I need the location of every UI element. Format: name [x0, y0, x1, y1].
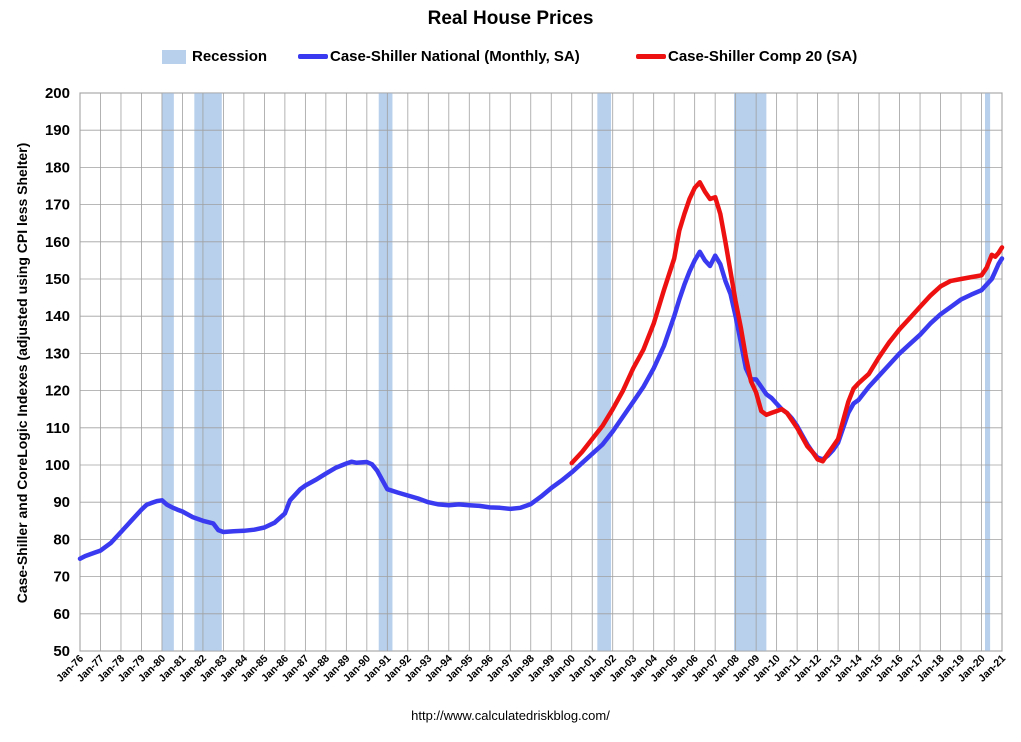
x-axis-ticks: Jan-76Jan-77Jan-78Jan-79Jan-80Jan-81Jan-… — [54, 653, 1008, 685]
series-line-comp20 — [569, 180, 1005, 466]
plot-area — [79, 92, 1003, 652]
recession-band — [984, 93, 991, 651]
y-tick-label: 190 — [45, 122, 70, 139]
y-tick-label: 70 — [53, 569, 70, 586]
y-tick-label: 90 — [53, 494, 70, 511]
legend-label-recession: Recession — [192, 48, 268, 65]
legend-item-recession: Recession — [162, 48, 267, 65]
y-axis-ticks: 50 60 70 80 90 100 110 120 130 140 150 160 170 180 190… — [45, 85, 70, 660]
series-lines — [77, 180, 1005, 561]
legend-item-comp20: Case-Shiller Comp 20 (SA) — [636, 48, 857, 65]
y-tick-label: 150 — [45, 271, 70, 288]
y-tick-label: 130 — [45, 345, 70, 362]
legend-swatch-recession — [162, 49, 186, 64]
y-axis-label: Case-Shiller and CoreLogic Indexes (adju… — [14, 142, 30, 604]
legend-label-comp20: Case-Shiller Comp 20 (SA) — [668, 48, 858, 65]
gridlines — [79, 92, 1003, 652]
y-tick-label: 200 — [45, 85, 70, 102]
y-tick-label: 80 — [53, 531, 70, 548]
legend-label-national: Case-Shiller National (Monthly, SA) — [330, 48, 580, 65]
recession-band — [597, 93, 612, 651]
legend-item-national: Case-Shiller National (Monthly, SA) — [298, 48, 580, 65]
y-tick-label: 60 — [53, 606, 70, 623]
recession-band — [378, 93, 393, 651]
y-tick-label: 180 — [45, 159, 70, 176]
chart-title: Real House Prices — [427, 8, 594, 29]
y-tick-label: 120 — [45, 383, 70, 400]
recession-band — [161, 93, 174, 651]
y-tick-label: 170 — [45, 197, 70, 214]
legend-swatch-national — [298, 54, 328, 59]
legend-swatch-comp20 — [636, 54, 666, 59]
y-tick-label: 160 — [45, 234, 70, 251]
legend: Recession Case-Shiller National (Monthly… — [0, 48, 1021, 72]
y-tick-label: 50 — [53, 643, 70, 660]
y-tick-label: 100 — [45, 457, 70, 474]
recession-band — [194, 93, 222, 651]
y-tick-label: 140 — [45, 308, 70, 325]
source-url: http://www.calculatedriskblog.com/ — [411, 708, 610, 723]
y-tick-label: 110 — [46, 420, 70, 437]
